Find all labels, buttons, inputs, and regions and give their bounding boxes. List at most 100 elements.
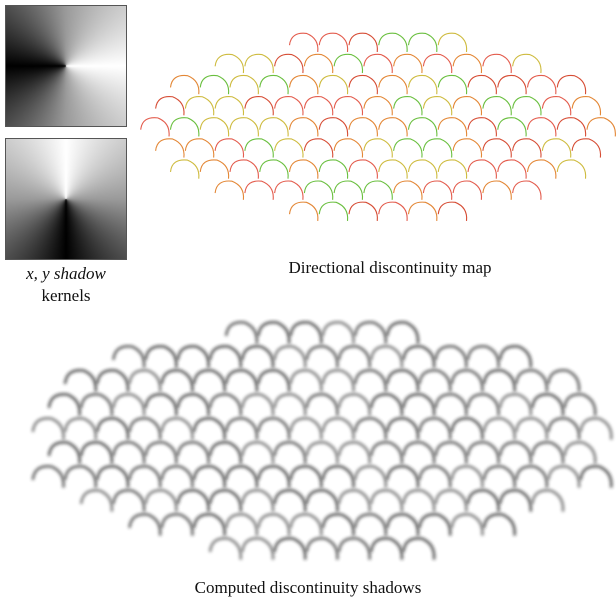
cone-scale xyxy=(162,466,193,487)
cone-scale xyxy=(81,490,112,511)
cone-scale xyxy=(468,118,496,137)
cone-scale xyxy=(162,418,193,439)
cone-scale xyxy=(364,139,392,158)
cone-scale xyxy=(423,181,451,200)
cone-scale xyxy=(484,370,515,391)
cone-scale xyxy=(387,370,418,391)
cone-scale xyxy=(242,490,273,511)
cone-scale xyxy=(200,118,228,137)
cone-scale xyxy=(403,538,434,559)
cone-scale xyxy=(275,54,303,73)
cone-scale xyxy=(419,466,450,487)
cone-scale xyxy=(81,394,112,415)
cone-scale xyxy=(170,75,198,94)
cone-scale xyxy=(291,322,322,343)
cone-scale xyxy=(498,118,526,137)
cone-scale xyxy=(500,442,531,463)
cone-scale xyxy=(242,538,273,559)
cone-scale xyxy=(513,139,541,158)
cone-scale xyxy=(408,202,436,221)
cone-scale xyxy=(334,139,362,158)
cone-scale xyxy=(513,181,541,200)
cone-scale xyxy=(349,33,377,52)
cone-scale xyxy=(65,418,96,439)
cone-scale xyxy=(500,394,531,415)
cone-scale xyxy=(304,181,332,200)
cone-scale xyxy=(307,442,338,463)
cone-scale xyxy=(242,346,273,367)
cone-scale xyxy=(194,466,225,487)
cone-scale xyxy=(379,160,407,179)
cone-scale xyxy=(274,538,305,559)
cone-scale xyxy=(387,322,418,343)
cone-scale xyxy=(500,490,531,511)
cone-scale xyxy=(484,514,515,535)
cone-scale xyxy=(419,418,450,439)
cone-scale xyxy=(371,394,402,415)
cone-scale xyxy=(548,418,579,439)
cone-scale xyxy=(274,442,305,463)
cone-scale xyxy=(483,181,511,200)
cone-scale xyxy=(185,139,213,158)
cone-scale xyxy=(242,442,273,463)
cone-scale xyxy=(215,54,243,73)
cone-scale xyxy=(339,538,370,559)
cone-scale xyxy=(170,160,198,179)
cone-scale xyxy=(483,139,511,158)
cone-scale xyxy=(438,75,466,94)
cone-scale xyxy=(49,394,80,415)
cone-scale xyxy=(210,490,241,511)
cone-scale xyxy=(185,97,213,116)
cone-scale xyxy=(319,33,347,52)
cone-scale xyxy=(436,490,467,511)
cone-scale xyxy=(307,394,338,415)
cone-scale xyxy=(304,139,332,158)
cone-scale xyxy=(245,181,273,200)
cone-scale xyxy=(162,370,193,391)
cone-scale xyxy=(334,181,362,200)
cone-scale xyxy=(258,370,289,391)
cone-scale xyxy=(438,33,466,52)
cone-scale xyxy=(226,466,257,487)
cone-scale xyxy=(355,322,386,343)
cone-scale xyxy=(334,54,362,73)
cone-scale xyxy=(403,442,434,463)
cone-scale xyxy=(194,418,225,439)
cone-scale xyxy=(258,466,289,487)
cone-scale xyxy=(527,160,555,179)
cone-scale xyxy=(291,418,322,439)
cone-scale xyxy=(210,346,241,367)
cone-scale xyxy=(274,394,305,415)
cone-scale xyxy=(452,370,483,391)
cone-scale xyxy=(291,466,322,487)
cone-scale xyxy=(33,418,64,439)
cone-scale xyxy=(178,346,209,367)
cone-scale xyxy=(387,514,418,535)
cone-scale xyxy=(516,466,547,487)
cone-scale xyxy=(200,160,228,179)
cone-scale xyxy=(289,33,317,52)
cone-scale xyxy=(146,490,177,511)
cone-scale xyxy=(319,118,347,137)
cone-scale xyxy=(194,514,225,535)
cone-scale xyxy=(572,139,600,158)
cone-scale xyxy=(453,139,481,158)
cone-scale xyxy=(468,75,496,94)
cone-scale xyxy=(513,54,541,73)
cone-scale xyxy=(245,54,273,73)
cone-scale xyxy=(453,181,481,200)
cone-scale xyxy=(245,97,273,116)
cone-scale xyxy=(355,418,386,439)
cone-scale xyxy=(113,442,144,463)
cone-scale xyxy=(339,442,370,463)
cone-scale xyxy=(307,346,338,367)
cone-scale xyxy=(484,418,515,439)
cone-scale xyxy=(394,139,422,158)
cone-scale xyxy=(194,370,225,391)
cone-scale xyxy=(289,75,317,94)
cone-scale xyxy=(498,160,526,179)
cone-scale xyxy=(319,202,347,221)
cone-scale xyxy=(468,490,499,511)
cone-scale xyxy=(210,538,241,559)
cone-scale xyxy=(146,394,177,415)
